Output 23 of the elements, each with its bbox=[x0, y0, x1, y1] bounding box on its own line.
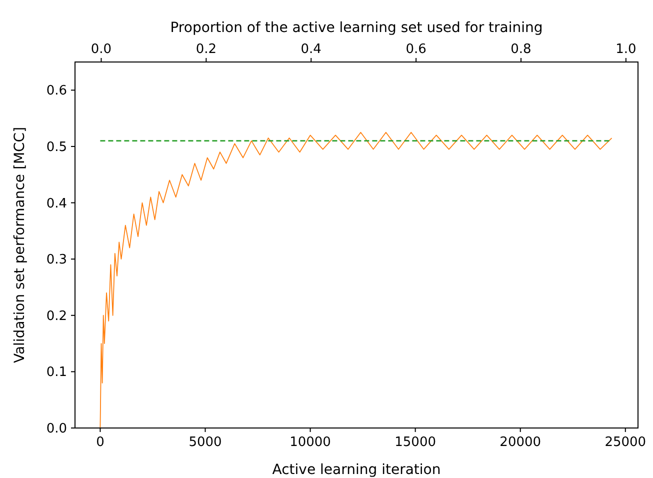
x-tick-label: 20000 bbox=[500, 435, 542, 450]
y-tick-label: 0.3 bbox=[46, 252, 67, 268]
x-tick-label: 0 bbox=[96, 435, 104, 450]
y-tick-label: 0.0 bbox=[46, 422, 67, 437]
line-series bbox=[100, 132, 612, 428]
y-tick-label: 0.4 bbox=[46, 196, 67, 212]
x-tick-label: 5000 bbox=[188, 435, 222, 450]
y-tick-label: 0.5 bbox=[46, 140, 67, 156]
x2-tick-label: 0.6 bbox=[406, 42, 426, 57]
y-axis-title: Validation set performance [MCC] bbox=[12, 126, 28, 364]
x-axis-title: Active learning iteration bbox=[272, 462, 441, 478]
y-tick-label: 0.1 bbox=[46, 365, 67, 380]
y-tick-label: 0.6 bbox=[46, 84, 67, 99]
x2-tick-label: 1.0 bbox=[616, 42, 636, 57]
x2-tick-label: 0.2 bbox=[196, 42, 217, 57]
x2-tick-label: 0.0 bbox=[90, 42, 112, 57]
x2-tick-label: 0.4 bbox=[300, 42, 322, 57]
y-tick-label: 0.2 bbox=[46, 308, 67, 324]
x-tick-label: 10000 bbox=[290, 435, 331, 450]
x2-axis-title: Proportion of the active learning set used for training bbox=[170, 20, 543, 36]
x-tick-label: 15000 bbox=[394, 435, 436, 450]
x2-tick-label: 0.8 bbox=[510, 42, 532, 57]
x-tick-label: 25000 bbox=[604, 435, 646, 450]
